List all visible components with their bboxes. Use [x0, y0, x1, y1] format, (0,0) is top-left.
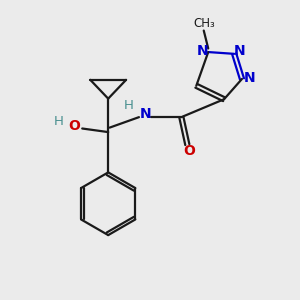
Text: CH₃: CH₃	[193, 17, 214, 31]
Text: O: O	[68, 119, 80, 133]
Text: O: O	[183, 144, 195, 158]
Text: H: H	[124, 99, 134, 112]
Text: N: N	[140, 106, 151, 121]
Text: H: H	[53, 116, 63, 128]
Text: N: N	[244, 71, 255, 85]
Text: N: N	[234, 44, 245, 58]
Text: N: N	[197, 44, 209, 58]
